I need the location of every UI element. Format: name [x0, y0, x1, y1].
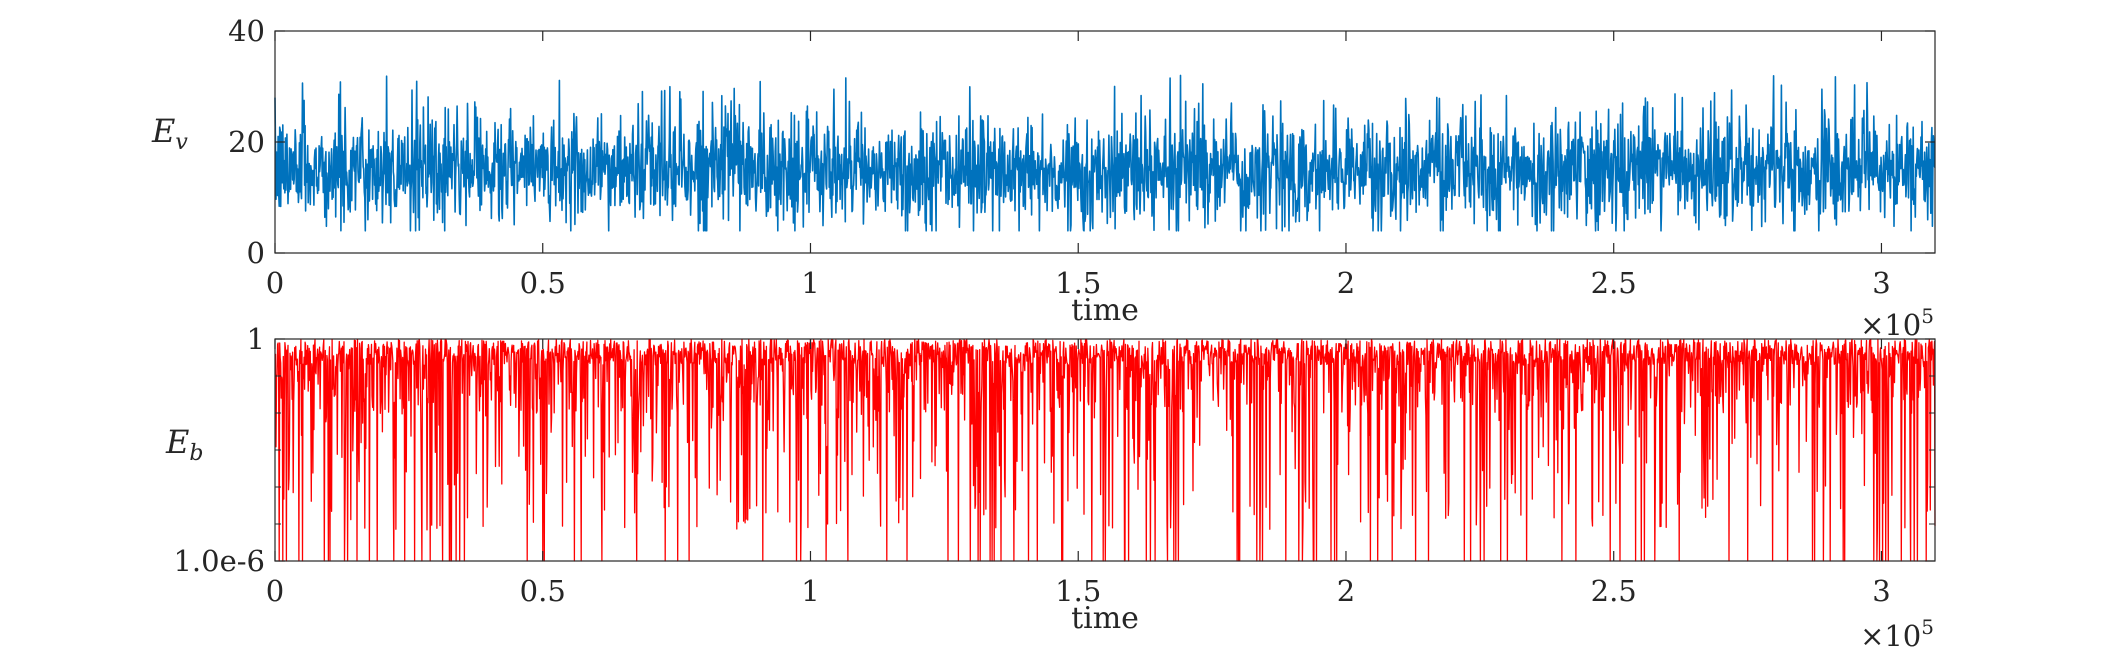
x-tick-label: 2.5	[1591, 266, 1637, 300]
x-tick-label: 2	[1337, 574, 1355, 608]
plot-area	[275, 31, 1935, 253]
y-tick-label: 1	[247, 322, 265, 356]
y-axis-label-sub: v	[175, 130, 188, 155]
x-exponent-label: ×105	[1860, 304, 1934, 342]
y-tick-label: 40	[228, 14, 265, 48]
x-tick-label: 0.5	[520, 266, 566, 300]
y-tick-label: 0	[247, 236, 265, 270]
y-ticks: 0 20 40	[228, 14, 1935, 270]
x-ticks: 0 0.5 1 1.5 2 2.5 3	[266, 31, 1891, 300]
y-axis-label-base: E	[151, 112, 175, 150]
x-exponent-power: 5	[1921, 304, 1934, 328]
y-axis-label: Eb	[165, 423, 203, 466]
energy-b-panel: 0 0.5 1 1.5 2 2.5 3 1.0e-6 1 Eb time ×105	[165, 322, 1936, 649]
x-ticks: 0 0.5 1 1.5 2 2.5 3	[266, 339, 1891, 608]
y-axis-label: Ev	[151, 112, 188, 155]
x-tick-label: 3	[1872, 574, 1890, 608]
y-ticks: 1.0e-6 1	[173, 322, 1935, 578]
x-exponent-label: ×105	[1860, 615, 1934, 649]
x-tick-label: 1	[801, 266, 819, 300]
x-tick-label: 0	[266, 266, 284, 300]
energy-b-line	[274, 338, 1936, 562]
x-axis-label: time	[1071, 601, 1139, 636]
x-tick-label: 0	[266, 574, 284, 608]
x-exponent-base: ×10	[1860, 619, 1921, 649]
y-axis-label-sub: b	[189, 441, 203, 466]
energy-b-series	[274, 338, 1936, 562]
y-tick-label: 1.0e-6	[173, 544, 265, 578]
energy-v-series	[274, 74, 1936, 232]
energy-v-panel: 0 0.5 1 1.5 2 2.5 3 0 20 40 Ev time ×105	[151, 14, 1936, 342]
x-tick-label: 1.5	[1055, 266, 1101, 300]
x-tick-label: 2	[1337, 266, 1355, 300]
x-tick-label: 3	[1872, 266, 1890, 300]
y-axis-label-base: E	[165, 423, 189, 461]
x-exponent-power: 5	[1921, 615, 1934, 639]
x-tick-label: 2.5	[1591, 574, 1637, 608]
x-exponent-base: ×10	[1860, 308, 1921, 342]
x-tick-label: 1.5	[1055, 574, 1101, 608]
x-tick-label: 1	[801, 574, 819, 608]
energy-v-line	[274, 74, 1936, 232]
x-axis-label: time	[1071, 293, 1139, 328]
y-tick-label: 20	[228, 125, 265, 159]
x-tick-label: 0.5	[520, 574, 566, 608]
